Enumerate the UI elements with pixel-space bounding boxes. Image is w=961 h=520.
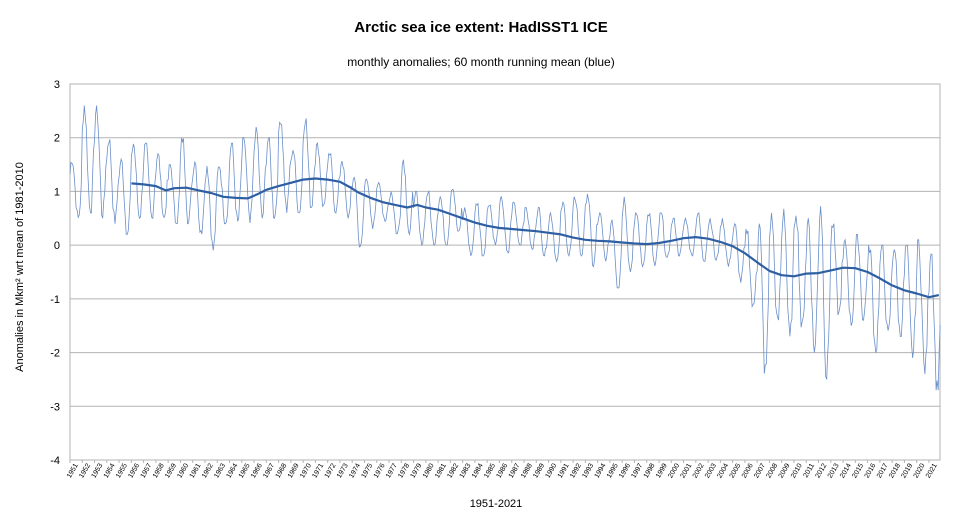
x-tick-label: 2006 <box>741 462 755 479</box>
x-tick-label: 1979 <box>410 462 424 479</box>
x-tick-label: 2007 <box>753 462 767 479</box>
x-tick-label: 1987 <box>508 462 522 479</box>
x-tick-label: 1982 <box>446 462 460 479</box>
x-tick-label: 1993 <box>581 462 595 479</box>
chart-title: Arctic sea ice extent: HadISST1 ICE <box>354 19 607 36</box>
x-tick-label: 2013 <box>827 462 841 479</box>
x-tick-label: 1976 <box>373 462 387 479</box>
x-tick-label: 2012 <box>815 462 829 479</box>
x-tick-label: 1951 <box>66 462 80 479</box>
x-tick-label: 2018 <box>888 462 902 479</box>
x-tick-label: 1981 <box>434 462 448 479</box>
x-tick-label: 1962 <box>201 462 215 479</box>
y-tick-label: -4 <box>50 455 60 467</box>
x-tick-label: 1967 <box>262 462 276 479</box>
x-tick-label: 1965 <box>238 462 252 479</box>
x-tick-label: 1963 <box>213 462 227 479</box>
x-tick-label: 1996 <box>618 462 632 479</box>
x-tick-label: 1974 <box>348 462 362 479</box>
x-axis-label: 1951-2021 <box>470 498 523 510</box>
x-tick-label: 1968 <box>275 462 289 479</box>
x-tick-label: 1989 <box>532 462 546 479</box>
y-tick-label: 3 <box>54 79 60 91</box>
x-tick-label: 1983 <box>459 462 473 479</box>
y-axis-label: Anomalies in Mkm² wrt mean of 1981-2010 <box>14 162 26 372</box>
x-tick-label: 1953 <box>91 462 105 479</box>
y-tick-label: -1 <box>50 294 60 306</box>
x-tick-label: 1959 <box>164 462 178 479</box>
y-tick-label: -3 <box>50 401 60 413</box>
x-tick-label: 1957 <box>140 462 154 479</box>
x-tick-label: 1958 <box>152 462 166 479</box>
x-tick-label: 2017 <box>876 462 890 479</box>
x-tick-label: 2019 <box>900 462 914 479</box>
x-tick-label: 1961 <box>189 462 203 479</box>
x-tick-label: 1999 <box>655 462 669 479</box>
x-tick-label: 1972 <box>324 462 338 479</box>
x-tick-label: 1984 <box>471 462 485 479</box>
x-tick-label: 1990 <box>545 462 559 479</box>
x-tick-label: 2021 <box>925 462 939 479</box>
x-tick-label: 1952 <box>78 462 92 479</box>
x-tick-label: 1980 <box>422 462 436 479</box>
y-axis-ticks: 3 2 1 0 -1 -2 -3 -4 <box>50 79 60 467</box>
monthly-anomalies-line <box>69 105 941 391</box>
x-tick-label: 1973 <box>336 462 350 479</box>
x-tick-label: 1995 <box>606 462 620 479</box>
x-tick-label: 1994 <box>594 462 608 479</box>
x-tick-label: 1954 <box>103 462 117 479</box>
x-tick-label: 1960 <box>176 462 190 479</box>
x-tick-label: 1988 <box>520 462 534 479</box>
x-tick-label: 2015 <box>851 462 865 479</box>
x-tick-label: 1975 <box>361 462 375 479</box>
x-tick-label: 2020 <box>913 462 927 479</box>
grid <box>69 83 941 461</box>
x-tick-label: 1971 <box>311 462 325 479</box>
x-tick-label: 1964 <box>226 462 240 479</box>
y-tick-label: -2 <box>50 348 60 360</box>
x-tick-label: 1977 <box>385 462 399 479</box>
x-tick-label: 2009 <box>778 462 792 479</box>
x-tick-label: 2014 <box>839 462 853 479</box>
x-tick-label: 2004 <box>716 462 730 479</box>
x-tick-label: 2008 <box>765 462 779 479</box>
plot-border <box>69 83 941 461</box>
y-tick-label: 2 <box>54 133 60 145</box>
x-tick-label: 1970 <box>299 462 313 479</box>
x-tick-label: 1992 <box>569 462 583 479</box>
x-tick-label: 2005 <box>729 462 743 479</box>
chart-subtitle: monthly anomalies; 60 month running mean… <box>347 55 614 69</box>
x-tick-label: 2000 <box>667 462 681 479</box>
series-group <box>69 105 941 391</box>
x-tick-label: 1997 <box>630 462 644 479</box>
x-tick-label: 1986 <box>495 462 509 479</box>
running-mean-line <box>131 177 940 299</box>
x-tick-label: 1956 <box>127 462 141 479</box>
x-tick-label: 2016 <box>864 462 878 479</box>
x-axis-ticks: 1951195219531954195519561957195819591960… <box>66 460 939 479</box>
x-tick-label: 1998 <box>643 462 657 479</box>
x-tick-label: 1966 <box>250 462 264 479</box>
x-tick-label: 2010 <box>790 462 804 479</box>
x-tick-label: 2003 <box>704 462 718 479</box>
x-tick-label: 1955 <box>115 462 129 479</box>
x-tick-label: 1969 <box>287 462 301 479</box>
y-tick-label: 1 <box>54 186 60 198</box>
x-tick-label: 1985 <box>483 462 497 479</box>
y-tick-label: 0 <box>54 240 60 252</box>
x-tick-label: 1978 <box>397 462 411 479</box>
x-tick-label: 2002 <box>692 462 706 479</box>
x-tick-label: 2001 <box>680 462 694 479</box>
x-tick-label: 1991 <box>557 462 571 479</box>
